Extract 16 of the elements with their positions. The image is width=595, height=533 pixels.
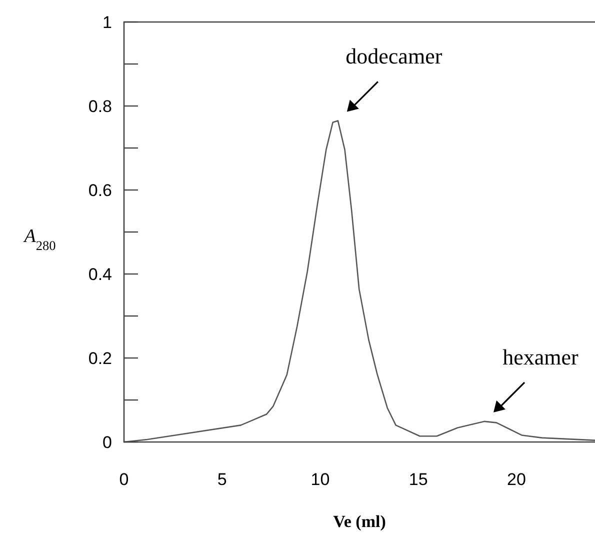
y-axis-title: A$_{280}$ <box>22 226 56 252</box>
x-tick-label: 10 <box>310 470 330 489</box>
x-tick-label: 20 <box>507 470 526 489</box>
y-tick-label: 0.8 <box>88 96 112 116</box>
line-series <box>123 120 595 443</box>
y-tick-label: 0.4 <box>88 264 112 284</box>
x-tick-label: 5 <box>217 470 227 489</box>
x-tick-label: 15 <box>408 470 428 489</box>
annotation: dodecamer <box>346 44 443 69</box>
y-tick-label: 0.6 <box>88 180 112 200</box>
x-axis-title: Ve (ml) <box>333 512 386 531</box>
y-tick-label: 1 <box>102 12 112 32</box>
y-tick-label: 0.2 <box>88 348 112 368</box>
y-tick-label: 0 <box>102 432 112 452</box>
x-tick-label: 0 <box>119 470 129 489</box>
annotation: hexamer <box>502 344 580 370</box>
